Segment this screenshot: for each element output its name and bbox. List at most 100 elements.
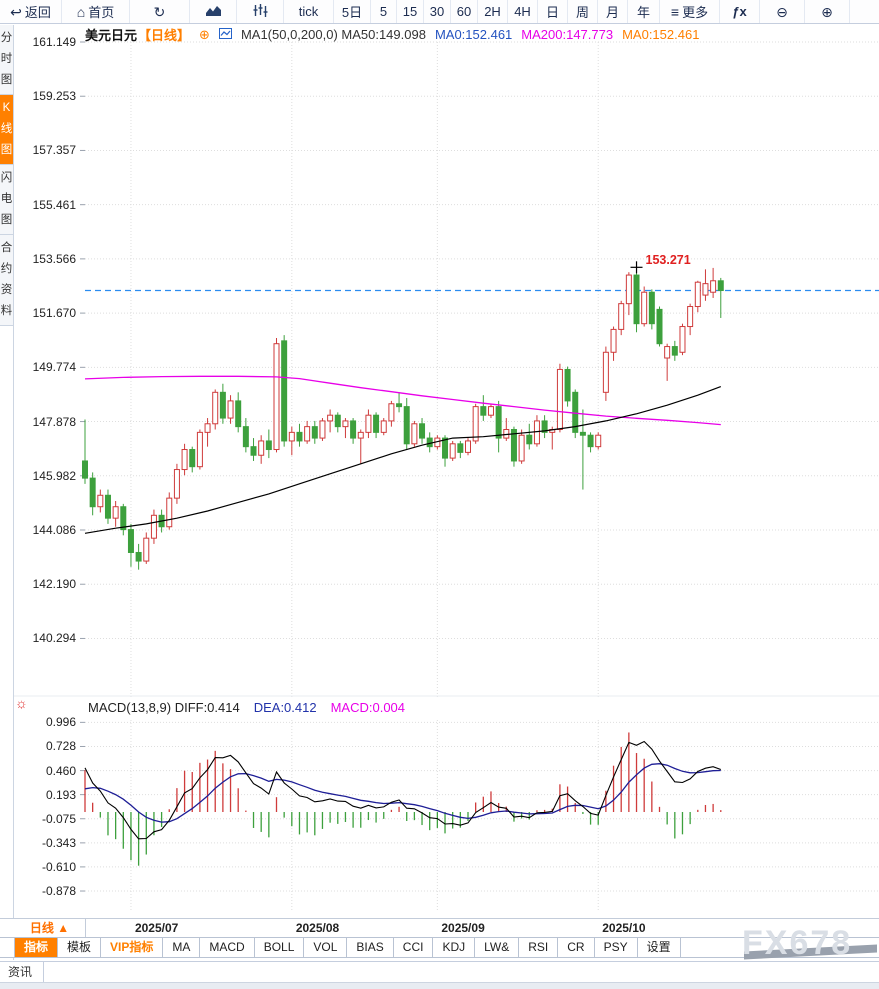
toolbar-label: 15 bbox=[402, 4, 418, 19]
price-axis-label: 159.253 bbox=[32, 89, 76, 104]
candlestick-button[interactable] bbox=[237, 0, 284, 23]
toolbar-button-年[interactable]: 年 bbox=[628, 0, 660, 23]
month-label: 2025/07 bbox=[134, 921, 179, 935]
symbol-title: 美元日元 bbox=[85, 28, 138, 43]
area-chart-icon bbox=[205, 4, 222, 19]
sidebar-tab-闪电图[interactable]: 闪电图 bbox=[0, 165, 13, 235]
period-selector-dropdown[interactable]: 日线 ▲ bbox=[14, 919, 86, 937]
macd-axis-label: -0.878 bbox=[41, 884, 76, 899]
toolbar-button-5日[interactable]: 5日 bbox=[334, 0, 371, 23]
toolbar-button-周[interactable]: 周 bbox=[568, 0, 598, 23]
price-axis-label: 144.086 bbox=[32, 523, 76, 537]
zoom-out-icon: ⊖ bbox=[776, 3, 788, 20]
toolbar-button-ƒx[interactable]: ƒx bbox=[720, 0, 760, 23]
home-icon: ⌂ bbox=[76, 3, 86, 20]
macd-header: MACD(13,8,9) DIFF:0.414 DEA:0.412 MACD:0… bbox=[88, 700, 405, 715]
price-axis-label: 140.294 bbox=[32, 631, 76, 646]
toolbar-label: 5日 bbox=[341, 5, 363, 20]
macd-axis-label: -0.343 bbox=[41, 835, 76, 850]
indicator-tab-CR[interactable]: CR bbox=[558, 938, 595, 957]
toolbar-label: 60 bbox=[456, 4, 472, 19]
price-axis-label: 157.357 bbox=[32, 143, 76, 158]
macd-axis-label: -0.610 bbox=[41, 859, 76, 874]
sidebar-tab-合约资料[interactable]: 合约资料 bbox=[0, 235, 13, 326]
indicator-tab-RSI[interactable]: RSI bbox=[519, 938, 559, 957]
macd-axis-label: 0.460 bbox=[45, 763, 76, 778]
toolbar-button-60[interactable]: 60 bbox=[451, 0, 478, 23]
indicator-tab-指标[interactable]: 指标 bbox=[14, 938, 59, 957]
indicator-tab-设置[interactable]: 设置 bbox=[638, 938, 681, 957]
news-tab[interactable]: 资讯 bbox=[0, 962, 44, 982]
indicator-tab-BIAS[interactable]: BIAS bbox=[347, 938, 394, 957]
macd-axis-label: 0.193 bbox=[45, 787, 76, 802]
toolbar-label: 5 bbox=[379, 4, 388, 19]
high-price-annotation: 153.271 bbox=[645, 253, 691, 268]
macd-bar-value: MACD:0.004 bbox=[330, 700, 406, 715]
price-axis-label: 153.566 bbox=[32, 251, 76, 266]
indicator-tab-PSY[interactable]: PSY bbox=[595, 938, 638, 957]
ma0-orange-value: MA0:152.461 bbox=[622, 27, 700, 42]
chart-header: 美元日元 【日线】 ⊕ MA1(50,0,200,0) MA50:149.098… bbox=[85, 26, 700, 44]
price-axis-label: 149.774 bbox=[32, 360, 76, 375]
area-chart-button[interactable] bbox=[190, 0, 237, 23]
toolbar-label: 更多 bbox=[682, 5, 709, 20]
indicator-tabbar: 指标 模板 VIP指标 MA MACD BOLL VOL BIAS CCI KDJ LW& RSI CR… bbox=[0, 937, 879, 958]
toolbar-button-5[interactable]: 5 bbox=[371, 0, 397, 23]
ma200-value: MA200:147.773 bbox=[521, 27, 614, 42]
fx678-watermark: FX678 bbox=[742, 924, 853, 962]
toolbar-button-4H[interactable]: 4H bbox=[508, 0, 538, 23]
back-arrow-button[interactable]: ↩ 返回 bbox=[0, 0, 62, 23]
indicator-tab-MACD[interactable]: MACD bbox=[200, 938, 255, 957]
toolbar-button-tick[interactable]: tick bbox=[284, 0, 334, 23]
indicator-tab-模板[interactable]: 模板 bbox=[58, 938, 102, 957]
toolbar-label: 年 bbox=[636, 5, 650, 20]
status-bar: 资讯 bbox=[0, 961, 879, 982]
period-tag: 【日线】 bbox=[138, 28, 191, 43]
macd-histogram bbox=[84, 732, 722, 866]
menu-button[interactable]: ≡ 更多 bbox=[660, 0, 720, 23]
x-axis-strip: 日线 ▲ 2025/07 2025/08 2025/09 2025/10 bbox=[0, 918, 879, 937]
price-axis-label: 142.190 bbox=[32, 577, 76, 592]
toolbar-button-15[interactable]: 15 bbox=[397, 0, 424, 23]
price-and-macd-chart[interactable] bbox=[14, 25, 879, 918]
ma-params-label: MA1(50,0,200,0) MA50:149.098 bbox=[240, 27, 426, 42]
toolbar-button-日[interactable]: 日 bbox=[538, 0, 568, 23]
dea-line bbox=[84, 763, 721, 823]
toolbar-button-月[interactable]: 月 bbox=[598, 0, 628, 23]
indicator-tab-VIP指标[interactable]: VIP指标 bbox=[101, 938, 164, 957]
ma0-blue-value: MA0:152.461 bbox=[434, 27, 513, 42]
toolbar-label: 日 bbox=[545, 5, 559, 20]
toolbar-label: 2H bbox=[484, 4, 501, 19]
refresh-button[interactable]: ↻ bbox=[130, 0, 190, 23]
toolbar-label: ƒx bbox=[732, 4, 747, 19]
top-toolbar: ↩ 返回 ⌂ 首页 ↻ tick 5日 5 15 30 60 2H 4H 日周月年 ≡ 更多 ƒx ⊖ ⊕ bbox=[0, 0, 879, 24]
home-button[interactable]: ⌂ 首页 bbox=[62, 0, 130, 23]
macd-settings-icon[interactable]: ☼ bbox=[15, 695, 28, 711]
indicator-tab-MA[interactable]: MA bbox=[163, 938, 201, 957]
candles bbox=[82, 267, 724, 570]
toolbar-button-30[interactable]: 30 bbox=[424, 0, 451, 23]
indicator-tab-BOLL[interactable]: BOLL bbox=[255, 938, 305, 957]
add-indicator-icon[interactable]: ⊕ bbox=[199, 26, 210, 42]
menu-icon: ≡ bbox=[670, 3, 680, 20]
macd-axis-label: 0.996 bbox=[45, 715, 76, 730]
zoom-out-button[interactable]: ⊖ bbox=[760, 0, 805, 23]
sidebar-tab-分时图[interactable]: 分时图 bbox=[0, 25, 13, 95]
indicator-tab-VOL[interactable]: VOL bbox=[304, 938, 348, 957]
indicator-tab-KDJ[interactable]: KDJ bbox=[433, 938, 476, 957]
macd-dea-value: DEA:0.412 bbox=[253, 700, 317, 715]
toolbar-label: 首页 bbox=[88, 5, 115, 20]
month-label: 2025/08 bbox=[295, 921, 340, 935]
macd-axis-label: 0.728 bbox=[45, 739, 76, 754]
indicator-tab-CCI[interactable]: CCI bbox=[394, 938, 434, 957]
toolbar-button-2H[interactable]: 2H bbox=[478, 0, 508, 23]
indicator-tab-LW&[interactable]: LW& bbox=[475, 938, 520, 957]
month-label: 2025/10 bbox=[602, 921, 646, 935]
zoom-in-button[interactable]: ⊕ bbox=[805, 0, 850, 23]
price-axis-label: 147.878 bbox=[32, 414, 76, 429]
footer-strip bbox=[0, 982, 879, 989]
toolbar-label: 30 bbox=[429, 4, 445, 19]
toolbar-label: 周 bbox=[575, 5, 589, 20]
